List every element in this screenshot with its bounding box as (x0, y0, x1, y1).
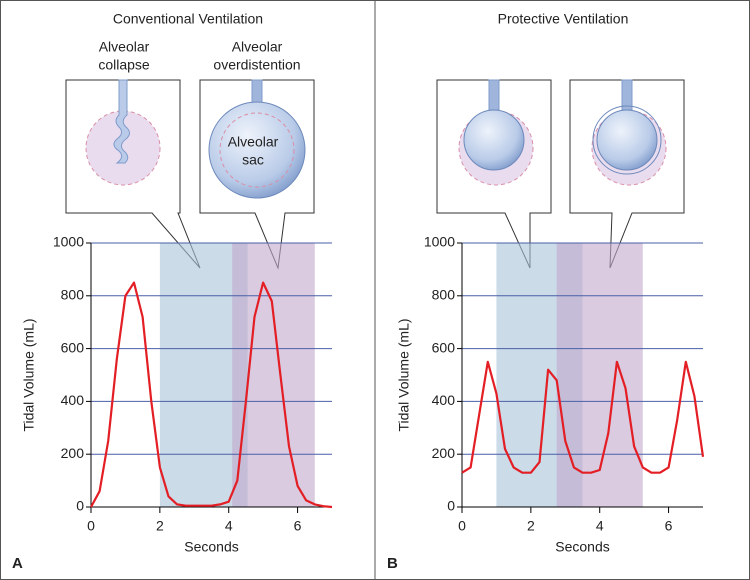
x-axis-label: Seconds (184, 539, 238, 555)
annotation: collapse (98, 57, 150, 73)
annotation: Alveolar (99, 39, 150, 55)
x-tick-label: 4 (225, 518, 233, 534)
y-tick-label: 200 (61, 445, 85, 461)
normal-outline (219, 112, 295, 188)
x-tick-label: 4 (596, 518, 604, 534)
annotation: Alveolar (232, 39, 283, 55)
panel-label: B (387, 555, 398, 572)
collapsed-alveolus (113, 79, 130, 164)
y-tick-label: 200 (432, 445, 456, 461)
airway (488, 79, 500, 111)
x-tick-label: 0 (87, 518, 95, 534)
y-tick-label: 800 (61, 287, 85, 303)
overdistended-alveolus (208, 101, 306, 199)
y-tick-label: 0 (76, 498, 84, 514)
y-axis-label: Tidal Volume (mL) (396, 318, 412, 431)
shaded-region (232, 243, 315, 507)
x-tick-label: 2 (156, 518, 164, 534)
y-tick-label: 1000 (424, 234, 455, 250)
x-tick-label: 6 (665, 518, 673, 534)
x-tick-label: 2 (527, 518, 535, 534)
alveolus-ring (592, 105, 662, 175)
y-axis-label: Tidal Volume (mL) (21, 318, 37, 431)
annotation: sac (242, 152, 264, 168)
alveolus (596, 109, 658, 171)
line (90, 281, 333, 509)
panel-label: A (12, 555, 23, 572)
alveolus-outline (85, 110, 161, 186)
y-tick-label: 600 (61, 339, 85, 355)
chart-title: Conventional Ventilation (113, 11, 263, 27)
alveolus (463, 109, 525, 171)
x-axis-label: Seconds (555, 539, 609, 555)
y-tick-label: 400 (432, 392, 456, 408)
airway (251, 79, 263, 105)
y-tick-label: 1000 (53, 234, 84, 250)
x-tick-label: 0 (458, 518, 466, 534)
annotation: overdistention (213, 57, 300, 73)
x-tick-label: 6 (294, 518, 302, 534)
y-tick-label: 400 (61, 392, 85, 408)
shaded-region (556, 243, 643, 507)
y-tick-label: 600 (432, 339, 456, 355)
line (461, 360, 705, 474)
y-tick-label: 0 (447, 498, 455, 514)
chart-title: Protective Ventilation (498, 11, 629, 27)
annotation: Alveolar (228, 134, 279, 150)
y-tick-label: 800 (432, 287, 456, 303)
